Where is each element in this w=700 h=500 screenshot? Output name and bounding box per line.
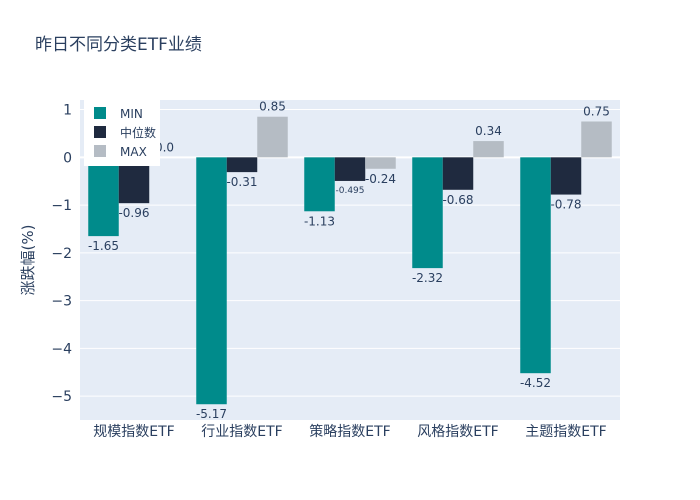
- y-tick-label: −2: [51, 246, 72, 262]
- data-label: -2.32: [412, 271, 443, 285]
- x-tick-label: 策略指数ETF: [309, 423, 390, 440]
- y-axis-title: 涨跌幅(%): [19, 225, 37, 296]
- data-label: -0.68: [442, 193, 473, 207]
- legend-swatch: [94, 107, 106, 119]
- legend-label: MIN: [120, 107, 143, 121]
- data-label: -1.13: [304, 214, 335, 228]
- bar: [88, 157, 119, 237]
- bar: [412, 157, 443, 269]
- bar: [196, 157, 227, 405]
- x-tick-label: 风格指数ETF: [417, 424, 498, 440]
- y-tick-label: −1: [51, 198, 72, 214]
- bar: [581, 121, 612, 158]
- y-tick-label: −4: [51, 341, 72, 357]
- x-tick-label: 主题指数ETF: [525, 424, 606, 440]
- legend-swatch: [94, 126, 106, 138]
- bar: [304, 157, 335, 212]
- y-tick-label: 0: [63, 150, 72, 166]
- data-label: -1.65: [88, 239, 119, 253]
- data-label: 0.85: [259, 100, 286, 114]
- bar: [473, 141, 504, 158]
- bar: [257, 116, 288, 158]
- bar: [365, 157, 396, 169]
- bar: [226, 157, 258, 173]
- legend-label: MAX: [120, 145, 147, 159]
- legend: MIN 中位数 MAX: [84, 100, 160, 166]
- x-tick-label: 行业指数ETF: [201, 424, 282, 440]
- data-labels: -1.65-0.960.0-5.17-0.310.85-1.13-0.495-0…: [88, 100, 610, 422]
- data-label: -0.78: [550, 198, 581, 212]
- bars: [88, 116, 612, 405]
- y-axis-ticks: 1 0 −1 −2 −3 −4 −5: [51, 103, 72, 406]
- chart-title: 昨日不同分类ETF业绩: [35, 35, 202, 55]
- data-label: -4.52: [520, 376, 551, 390]
- data-label: -0.24: [365, 172, 396, 186]
- data-label: -5.17: [196, 407, 227, 421]
- bar: [520, 157, 551, 374]
- data-label: 0.75: [583, 104, 610, 118]
- x-axis-ticks: 规模指数ETF 行业指数ETF 策略指数ETF 风格指数ETF 主题指数ETF: [93, 423, 606, 440]
- legend-swatch: [94, 145, 106, 157]
- x-tick-label: 规模指数ETF: [93, 424, 174, 440]
- bar: [442, 157, 474, 190]
- data-label: -0.96: [118, 206, 149, 220]
- bar: [334, 157, 366, 181]
- y-tick-label: 1: [63, 103, 72, 119]
- y-tick-label: −5: [51, 389, 72, 405]
- data-label: -0.495: [335, 186, 364, 196]
- data-label: -0.31: [226, 175, 257, 189]
- legend-label: 中位数: [120, 125, 156, 140]
- y-tick-label: −3: [51, 294, 72, 310]
- data-label: 0.34: [475, 124, 502, 138]
- bar: [550, 157, 582, 195]
